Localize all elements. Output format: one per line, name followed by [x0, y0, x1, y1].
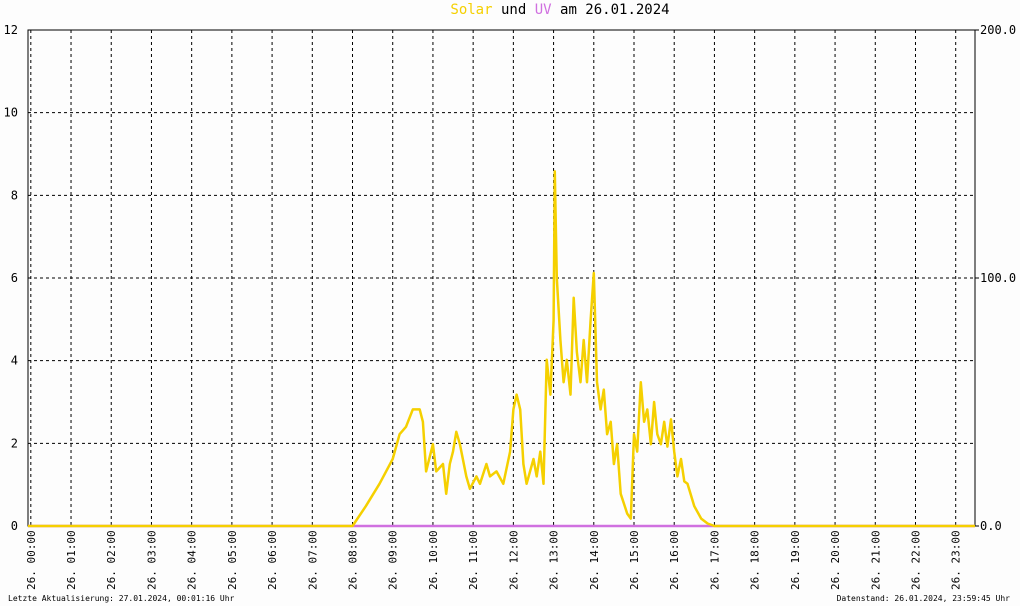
y-tick-label: 6	[11, 271, 18, 285]
x-tick-label: 26. 11:00	[467, 530, 480, 590]
x-tick-label: 26. 13:00	[548, 530, 561, 590]
series-line	[28, 170, 975, 528]
y-tick-label: 4	[11, 354, 18, 368]
x-tick-label: 26. 15:00	[628, 530, 641, 590]
x-tick-label: 26. 19:00	[789, 530, 802, 590]
x-tick-label: 26. 07:00	[306, 530, 319, 590]
footer-left: Letzte Aktualisierung: 27.01.2024, 00:01…	[8, 594, 235, 603]
y2-tick-label: 200.0	[980, 23, 1016, 37]
x-tick-label: 26. 08:00	[347, 530, 360, 590]
y2-tick-label: 100.0	[980, 271, 1016, 285]
y-tick-label: 8	[11, 188, 18, 202]
x-tick-label: 26. 02:00	[105, 530, 118, 590]
x-tick-label: 26. 03:00	[145, 530, 158, 590]
x-tick-label: 26. 05:00	[226, 530, 239, 590]
x-tick-label: 26. 18:00	[749, 530, 762, 590]
footer-right: Datenstand: 26.01.2024, 23:59:45 Uhr	[837, 594, 1011, 603]
x-tick-label: 26. 04:00	[186, 530, 199, 590]
x-tick-label: 26. 16:00	[668, 530, 681, 590]
x-tick-label: 26. 14:00	[588, 530, 601, 590]
title-solar: Solar	[450, 2, 492, 18]
title-connector: und	[501, 2, 526, 18]
x-tick-label: 26. 20:00	[829, 530, 842, 590]
x-tick-label: 26. 21:00	[869, 530, 882, 590]
y-tick-label: 12	[4, 23, 18, 37]
x-tick-label: 26. 00:00	[25, 530, 38, 590]
x-tick-label: 26. 06:00	[266, 530, 279, 590]
x-tick-label: 26. 01:00	[65, 530, 78, 590]
chart-title: Solar und UV am 26.01.2024	[450, 2, 669, 18]
x-tick-label: 26. 23:00	[950, 530, 963, 590]
title-suffix: am 26.01.2024	[560, 2, 670, 18]
title-uv: UV	[535, 2, 552, 18]
x-tick-label: 26. 10:00	[427, 530, 440, 590]
x-tick-label: 26. 12:00	[507, 530, 520, 590]
y-tick-label: 0	[11, 519, 18, 533]
x-tick-label: 26. 22:00	[909, 530, 922, 590]
x-tick-label: 26. 17:00	[708, 530, 721, 590]
y-tick-label: 2	[11, 436, 18, 450]
x-tick-label: 26. 09:00	[387, 530, 400, 590]
y2-tick-label: 0.0	[980, 519, 1002, 533]
y-tick-label: 10	[4, 106, 18, 120]
